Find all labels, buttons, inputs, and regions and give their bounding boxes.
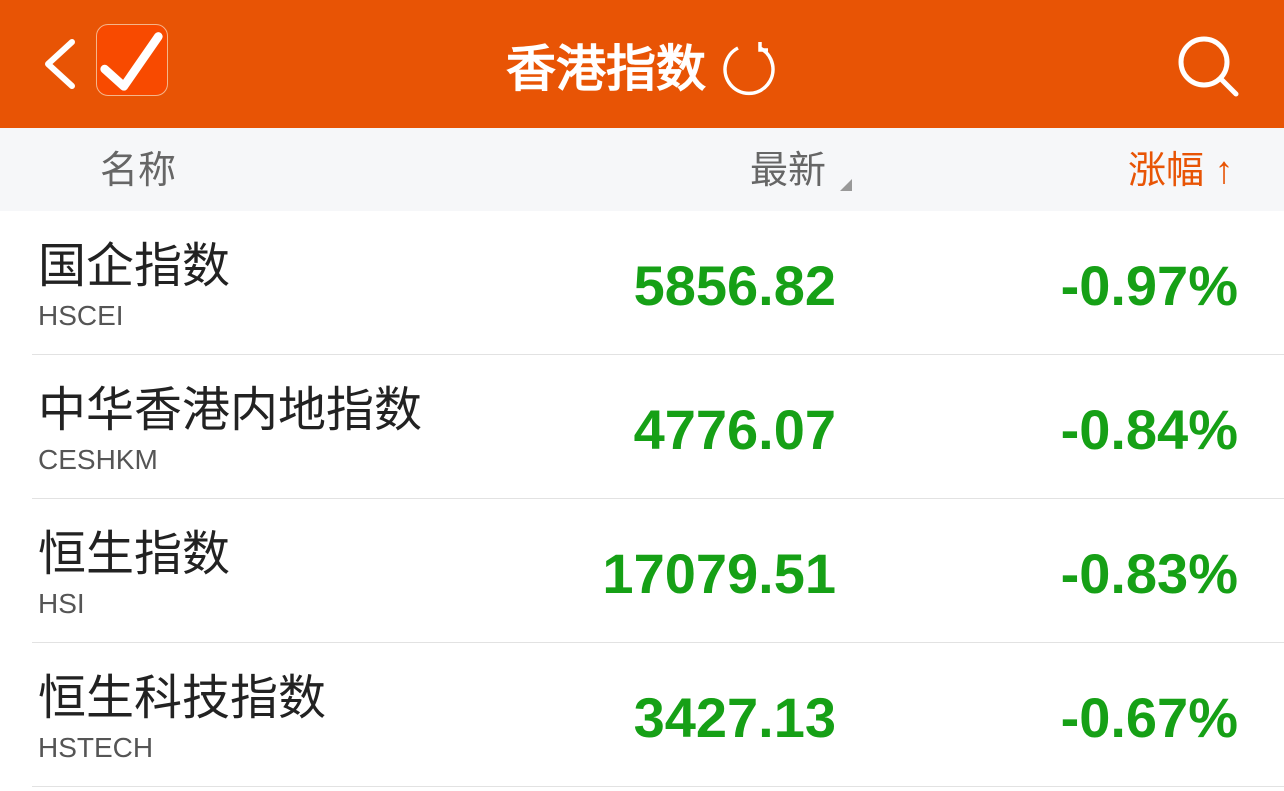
- index-name: 恒生科技指数: [38, 672, 327, 725]
- index-price: 5856.82: [633, 254, 836, 317]
- column-latest[interactable]: 最新: [750, 150, 827, 192]
- index-change: -0.97%: [1060, 254, 1238, 317]
- index-price: 17079.51: [602, 542, 836, 605]
- index-code: CESHKM: [38, 444, 158, 475]
- divider: [32, 786, 1284, 787]
- index-change: -0.84%: [1060, 398, 1238, 461]
- column-name[interactable]: 名称: [100, 150, 177, 192]
- refresh-icon[interactable]: [720, 40, 778, 98]
- index-name: 中华香港内地指数: [38, 384, 423, 437]
- table-row[interactable]: 恒生指数 HSI 17079.51 -0.83%: [0, 499, 1284, 643]
- table-row[interactable]: 中华香港内地指数 CESHKM 4776.07 -0.84%: [0, 355, 1284, 499]
- index-name: 国企指数: [38, 240, 231, 293]
- sort-indicator-icon: [840, 179, 852, 191]
- index-change: -0.83%: [1060, 542, 1238, 605]
- divider: [32, 642, 1284, 643]
- title-text: 香港指数: [506, 40, 706, 97]
- index-code: HSTECH: [38, 732, 154, 763]
- table-row[interactable]: 恒生科技指数 HSTECH 3427.13 -0.67%: [0, 643, 1284, 787]
- sort-arrow-up-icon: ↑: [1214, 150, 1234, 192]
- search-icon[interactable]: [1176, 34, 1240, 98]
- checkbox-checked-icon[interactable]: [96, 24, 168, 96]
- index-code: HSCEI: [38, 300, 124, 331]
- table-row[interactable]: 国企指数 HSCEI 5856.82 -0.97%: [0, 211, 1284, 355]
- column-change[interactable]: 涨幅 ↑: [1128, 148, 1234, 194]
- index-change: -0.67%: [1060, 686, 1238, 749]
- divider: [32, 498, 1284, 499]
- index-price: 4776.07: [633, 398, 836, 461]
- index-price: 3427.13: [633, 686, 836, 749]
- index-code: HSI: [38, 588, 85, 619]
- column-header: 名称 最新 涨幅 ↑: [0, 128, 1284, 211]
- divider: [32, 354, 1284, 355]
- back-icon[interactable]: [40, 36, 80, 92]
- index-name: 恒生指数: [38, 528, 231, 581]
- top-bar: 香港指数: [0, 0, 1284, 128]
- page-title: 香港指数: [0, 30, 1284, 104]
- column-change-label: 涨幅: [1128, 150, 1205, 192]
